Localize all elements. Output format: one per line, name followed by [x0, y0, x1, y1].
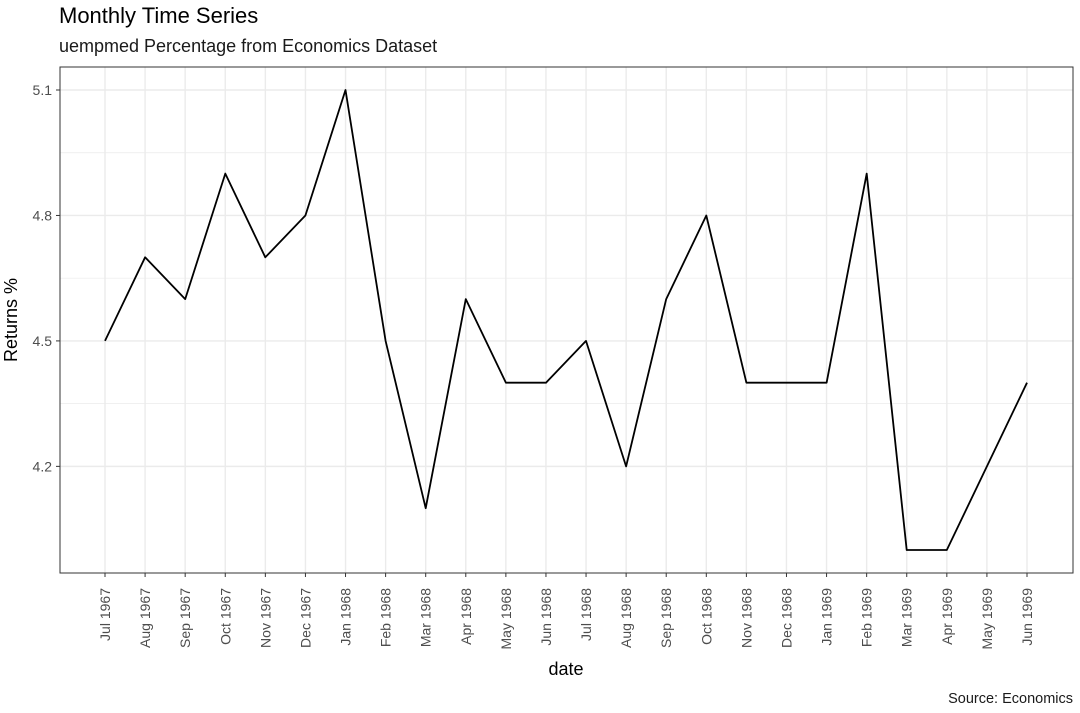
series-line	[104, 89, 1028, 551]
chart-caption: Source: Economics	[948, 691, 1073, 707]
x-tick-label: Jun 1968	[538, 588, 554, 646]
x-tick-label: Dec 1967	[297, 588, 313, 648]
x-tick-label: Sep 1967	[177, 588, 193, 648]
x-tick-label: Mar 1968	[418, 588, 434, 647]
x-tick-label: May 1969	[979, 588, 995, 650]
x-tick-label: Apr 1968	[458, 588, 474, 645]
chart-subtitle: uempmed Percentage from Economics Datase…	[59, 36, 438, 56]
x-tick-label: Jan 1968	[338, 588, 354, 646]
grid-layer	[60, 67, 1073, 573]
y-tick-label: 4.8	[33, 207, 53, 223]
ticks-layer: 4.2 4.5 4.8 5.1 Jul 1967 Aug 1967 Sep 1967 Oct …	[33, 82, 1035, 649]
x-tick-label: Aug 1967	[137, 588, 153, 648]
x-tick-label: Feb 1968	[378, 588, 394, 647]
y-tick-label: 4.2	[33, 458, 53, 474]
x-tick-label: Sep 1968	[658, 588, 674, 648]
x-tick-label: Jul 1967	[97, 588, 113, 641]
x-tick-label: Oct 1967	[217, 588, 233, 645]
x-tick-label: Mar 1969	[899, 588, 915, 647]
series-layer	[104, 89, 1028, 551]
y-tick-label: 4.5	[33, 333, 53, 349]
chart-title: Monthly Time Series	[59, 3, 259, 28]
y-tick-label: 5.1	[33, 82, 53, 98]
y-axis-title: Returns %	[1, 278, 21, 362]
x-tick-label: Nov 1967	[257, 588, 273, 648]
x-tick-label: Aug 1968	[618, 588, 634, 648]
x-tick-label: Jun 1969	[1019, 588, 1035, 646]
x-tick-label: Oct 1968	[698, 588, 714, 645]
x-tick-label: Nov 1968	[738, 588, 754, 648]
x-tick-label: Jul 1968	[578, 588, 594, 641]
x-tick-label: Feb 1969	[859, 588, 875, 647]
x-tick-label: Dec 1968	[778, 588, 794, 648]
x-tick-label: May 1968	[498, 588, 514, 650]
plot-panel-border	[59, 66, 1074, 574]
x-axis-title: date	[548, 659, 583, 679]
x-tick-label: Jan 1969	[819, 588, 835, 646]
x-tick-label: Apr 1969	[939, 588, 955, 645]
